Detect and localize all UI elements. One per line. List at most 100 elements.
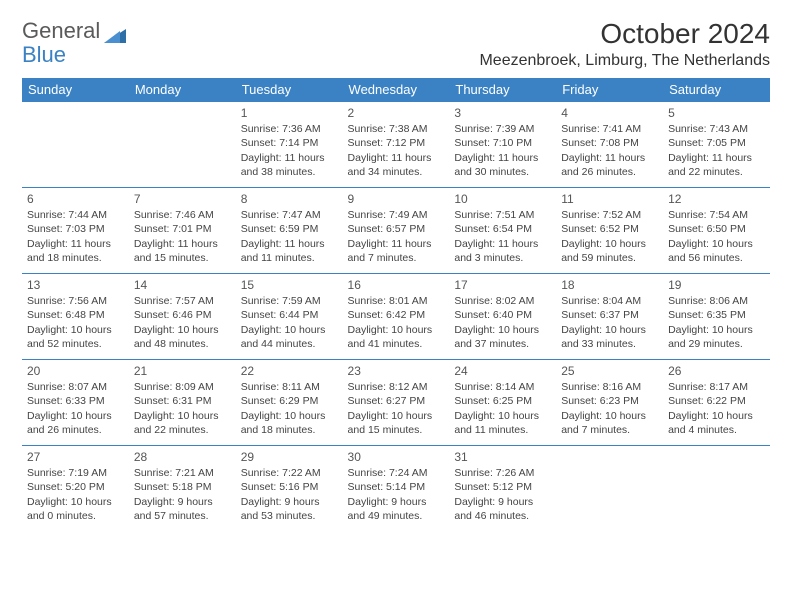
sunset-text: Sunset: 6:48 PM <box>27 308 124 322</box>
calendar-cell: 10Sunrise: 7:51 AMSunset: 6:54 PMDayligh… <box>449 188 556 274</box>
sunset-text: Sunset: 5:16 PM <box>241 480 338 494</box>
sunrise-text: Sunrise: 8:16 AM <box>561 380 658 394</box>
sunrise-text: Sunrise: 7:52 AM <box>561 208 658 222</box>
day-number: 7 <box>134 191 231 207</box>
sunset-text: Sunset: 6:37 PM <box>561 308 658 322</box>
day-number: 9 <box>348 191 445 207</box>
sunrise-text: Sunrise: 8:14 AM <box>454 380 551 394</box>
daylight-text: Daylight: 11 hours and 7 minutes. <box>348 237 445 265</box>
daylight-text: Daylight: 9 hours and 46 minutes. <box>454 495 551 523</box>
calendar-cell: 2Sunrise: 7:38 AMSunset: 7:12 PMDaylight… <box>343 102 450 188</box>
sunset-text: Sunset: 7:01 PM <box>134 222 231 236</box>
day-number: 4 <box>561 105 658 121</box>
daylight-text: Daylight: 10 hours and 18 minutes. <box>241 409 338 437</box>
calendar-cell: 25Sunrise: 8:16 AMSunset: 6:23 PMDayligh… <box>556 360 663 446</box>
calendar-cell: 11Sunrise: 7:52 AMSunset: 6:52 PMDayligh… <box>556 188 663 274</box>
daylight-text: Daylight: 10 hours and 52 minutes. <box>27 323 124 351</box>
daylight-text: Daylight: 10 hours and 0 minutes. <box>27 495 124 523</box>
day-number: 22 <box>241 363 338 379</box>
sunrise-text: Sunrise: 7:56 AM <box>27 294 124 308</box>
day-number: 27 <box>27 449 124 465</box>
sunrise-text: Sunrise: 7:36 AM <box>241 122 338 136</box>
daylight-text: Daylight: 10 hours and 29 minutes. <box>668 323 765 351</box>
sunrise-text: Sunrise: 7:43 AM <box>668 122 765 136</box>
sunrise-text: Sunrise: 7:19 AM <box>27 466 124 480</box>
calendar-cell: 13Sunrise: 7:56 AMSunset: 6:48 PMDayligh… <box>22 274 129 360</box>
sunrise-text: Sunrise: 7:59 AM <box>241 294 338 308</box>
page-header: General October 2024 Meezenbroek, Limbur… <box>22 18 770 70</box>
daylight-text: Daylight: 10 hours and 11 minutes. <box>454 409 551 437</box>
sunset-text: Sunset: 6:33 PM <box>27 394 124 408</box>
day-number: 2 <box>348 105 445 121</box>
day-number: 23 <box>348 363 445 379</box>
day-number: 19 <box>668 277 765 293</box>
daylight-text: Daylight: 11 hours and 18 minutes. <box>27 237 124 265</box>
sunrise-text: Sunrise: 8:02 AM <box>454 294 551 308</box>
day-number: 17 <box>454 277 551 293</box>
daylight-text: Daylight: 11 hours and 30 minutes. <box>454 151 551 179</box>
calendar-cell <box>129 102 236 188</box>
daylight-text: Daylight: 10 hours and 22 minutes. <box>134 409 231 437</box>
sunrise-text: Sunrise: 7:46 AM <box>134 208 231 222</box>
location-text: Meezenbroek, Limburg, The Netherlands <box>479 52 770 70</box>
sunrise-text: Sunrise: 8:04 AM <box>561 294 658 308</box>
daylight-text: Daylight: 9 hours and 57 minutes. <box>134 495 231 523</box>
sunset-text: Sunset: 6:25 PM <box>454 394 551 408</box>
calendar-cell: 6Sunrise: 7:44 AMSunset: 7:03 PMDaylight… <box>22 188 129 274</box>
calendar-cell: 7Sunrise: 7:46 AMSunset: 7:01 PMDaylight… <box>129 188 236 274</box>
logo-text-blue: Blue <box>22 42 66 67</box>
calendar-cell: 16Sunrise: 8:01 AMSunset: 6:42 PMDayligh… <box>343 274 450 360</box>
calendar-cell: 15Sunrise: 7:59 AMSunset: 6:44 PMDayligh… <box>236 274 343 360</box>
sunrise-text: Sunrise: 7:49 AM <box>348 208 445 222</box>
daylight-text: Daylight: 10 hours and 33 minutes. <box>561 323 658 351</box>
sunset-text: Sunset: 5:12 PM <box>454 480 551 494</box>
day-number: 29 <box>241 449 338 465</box>
calendar-cell: 14Sunrise: 7:57 AMSunset: 6:46 PMDayligh… <box>129 274 236 360</box>
day-number: 21 <box>134 363 231 379</box>
calendar-cell: 17Sunrise: 8:02 AMSunset: 6:40 PMDayligh… <box>449 274 556 360</box>
day-number: 1 <box>241 105 338 121</box>
calendar-table: Sunday Monday Tuesday Wednesday Thursday… <box>22 78 770 532</box>
sunset-text: Sunset: 6:52 PM <box>561 222 658 236</box>
calendar-cell: 19Sunrise: 8:06 AMSunset: 6:35 PMDayligh… <box>663 274 770 360</box>
daylight-text: Daylight: 10 hours and 44 minutes. <box>241 323 338 351</box>
daylight-text: Daylight: 10 hours and 4 minutes. <box>668 409 765 437</box>
calendar-cell <box>556 446 663 532</box>
sunrise-text: Sunrise: 8:01 AM <box>348 294 445 308</box>
daylight-text: Daylight: 10 hours and 41 minutes. <box>348 323 445 351</box>
day-number: 18 <box>561 277 658 293</box>
calendar-cell: 1Sunrise: 7:36 AMSunset: 7:14 PMDaylight… <box>236 102 343 188</box>
daylight-text: Daylight: 10 hours and 37 minutes. <box>454 323 551 351</box>
sunrise-text: Sunrise: 7:24 AM <box>348 466 445 480</box>
daylight-text: Daylight: 10 hours and 26 minutes. <box>27 409 124 437</box>
day-number: 5 <box>668 105 765 121</box>
logo-text-general: General <box>22 18 100 44</box>
daylight-text: Daylight: 9 hours and 49 minutes. <box>348 495 445 523</box>
calendar-week-row: 6Sunrise: 7:44 AMSunset: 7:03 PMDaylight… <box>22 188 770 274</box>
day-header: Tuesday <box>236 78 343 102</box>
sunrise-text: Sunrise: 8:17 AM <box>668 380 765 394</box>
calendar-cell: 4Sunrise: 7:41 AMSunset: 7:08 PMDaylight… <box>556 102 663 188</box>
day-number: 15 <box>241 277 338 293</box>
calendar-week-row: 20Sunrise: 8:07 AMSunset: 6:33 PMDayligh… <box>22 360 770 446</box>
day-header: Wednesday <box>343 78 450 102</box>
calendar-cell: 9Sunrise: 7:49 AMSunset: 6:57 PMDaylight… <box>343 188 450 274</box>
daylight-text: Daylight: 11 hours and 15 minutes. <box>134 237 231 265</box>
sunset-text: Sunset: 5:20 PM <box>27 480 124 494</box>
day-number: 28 <box>134 449 231 465</box>
sunset-text: Sunset: 6:27 PM <box>348 394 445 408</box>
calendar-cell: 26Sunrise: 8:17 AMSunset: 6:22 PMDayligh… <box>663 360 770 446</box>
month-title: October 2024 <box>479 18 770 50</box>
day-number: 16 <box>348 277 445 293</box>
day-number: 13 <box>27 277 124 293</box>
sunset-text: Sunset: 6:31 PM <box>134 394 231 408</box>
day-number: 30 <box>348 449 445 465</box>
calendar-cell: 12Sunrise: 7:54 AMSunset: 6:50 PMDayligh… <box>663 188 770 274</box>
day-header: Sunday <box>22 78 129 102</box>
sunset-text: Sunset: 5:18 PM <box>134 480 231 494</box>
daylight-text: Daylight: 11 hours and 22 minutes. <box>668 151 765 179</box>
sunset-text: Sunset: 6:40 PM <box>454 308 551 322</box>
day-number: 6 <box>27 191 124 207</box>
daylight-text: Daylight: 9 hours and 53 minutes. <box>241 495 338 523</box>
sunrise-text: Sunrise: 8:11 AM <box>241 380 338 394</box>
